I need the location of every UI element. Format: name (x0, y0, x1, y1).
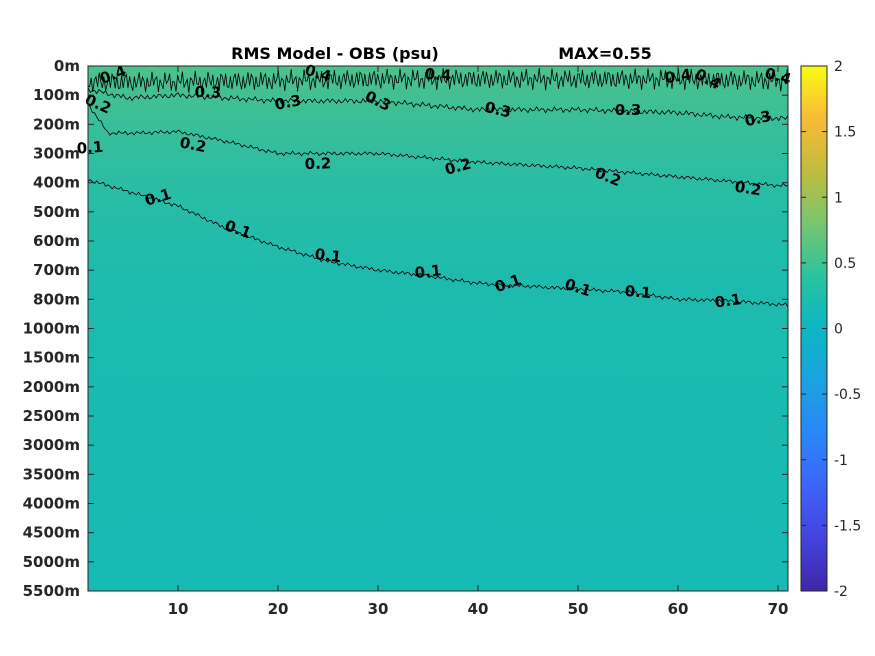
chart-title: RMS Model - OBS (psu) (231, 44, 439, 63)
y-tick-label: 5500m (23, 582, 80, 600)
y-tick-label: 2500m (23, 407, 80, 425)
contour-value-label: 0.3 (483, 98, 513, 122)
y-tick-label: 700m (33, 261, 80, 279)
contour-labels: 0.4 0.4 0.4 0.4 0.4 0.40.3 0.3 0.3 0.3 0.3 0.30.20… (76, 61, 793, 312)
x-tick-label: 10 (168, 600, 189, 618)
y-tick-label: 5000m (23, 553, 80, 571)
contour-value-label: 0.3 (743, 107, 773, 131)
contour-value-label: 0.4 (663, 65, 692, 87)
x-tick-label: 30 (368, 600, 389, 618)
contour-value-label: 0.1 (714, 290, 743, 312)
y-tick-label: 3000m (23, 436, 80, 454)
contour-lines (87, 67, 788, 307)
y-tick-label: 500m (33, 203, 80, 221)
y-tick-label: 1000m (23, 320, 80, 338)
contour-value-label: 0.1 (624, 282, 652, 302)
y-tick-label: 0m (54, 57, 80, 75)
colorbar-tick-label: -2 (834, 584, 848, 600)
max-label: MAX=0.55 (558, 44, 652, 63)
contour-line (87, 87, 788, 122)
y-tick-label: 800m (33, 290, 80, 308)
colorbar-tick-label: 2 (834, 59, 843, 75)
colorbar-ticks: 2 1.5 1 0.5 0 -0.5 -1 -1.5 -2 (801, 59, 861, 600)
y-tick-label: 3500m (23, 465, 80, 483)
x-tick-label: 20 (268, 600, 289, 618)
y-tick-label: 400m (33, 174, 80, 192)
y-tick-label: 4500m (23, 524, 80, 542)
contour-value-label: 0.1 (314, 245, 343, 266)
contour-value-label: 0.4 (424, 65, 452, 85)
contour-value-label: 0.1 (76, 138, 104, 158)
y-tick-label: 2000m (23, 378, 80, 396)
colorbar-tick-label: -1 (834, 453, 848, 469)
colorbar-tick-label: -0.5 (834, 387, 861, 403)
contour-line (87, 179, 788, 307)
colorbar-tick-label: 0 (834, 322, 843, 338)
contour-line (87, 67, 788, 93)
colorbar-tick-label: 0.5 (834, 256, 856, 272)
y-tick-label: 600m (33, 232, 80, 250)
contour-value-label: 0.2 (178, 133, 208, 156)
y-tick-label: 1500m (23, 349, 80, 367)
colorbar-tick-label: -1.5 (834, 518, 861, 534)
contour-value-label: 0.2 (733, 178, 762, 200)
contour-line (87, 103, 788, 189)
y-tick-label: 100m (33, 86, 80, 104)
x-tick-label: 60 (668, 600, 689, 618)
colorbar-tick-label: 1.5 (834, 125, 856, 141)
contour-value-label: 0.1 (414, 261, 442, 282)
colorbar-tick-label: 1 (834, 190, 843, 206)
x-tick-label: 70 (768, 600, 789, 618)
y-tick-label: 4000m (23, 495, 80, 513)
contour-value-label: 0.3 (194, 83, 221, 102)
contour-value-label: 0.2 (304, 154, 331, 173)
y-axis-ticks: 0m 100m 200m 300m 400m 500m 600m 700m 800m 1000m 1… (23, 57, 788, 600)
x-axis-ticks: 10 20 30 40 50 60 70 (168, 66, 789, 618)
plot-area-field (88, 66, 788, 591)
contour-value-label: 0.3 (273, 91, 303, 114)
x-tick-label: 40 (468, 600, 489, 618)
y-tick-label: 200m (33, 115, 80, 133)
y-tick-label: 300m (33, 145, 80, 163)
x-tick-label: 50 (568, 600, 589, 618)
contour-value-label: 0.3 (615, 101, 642, 119)
